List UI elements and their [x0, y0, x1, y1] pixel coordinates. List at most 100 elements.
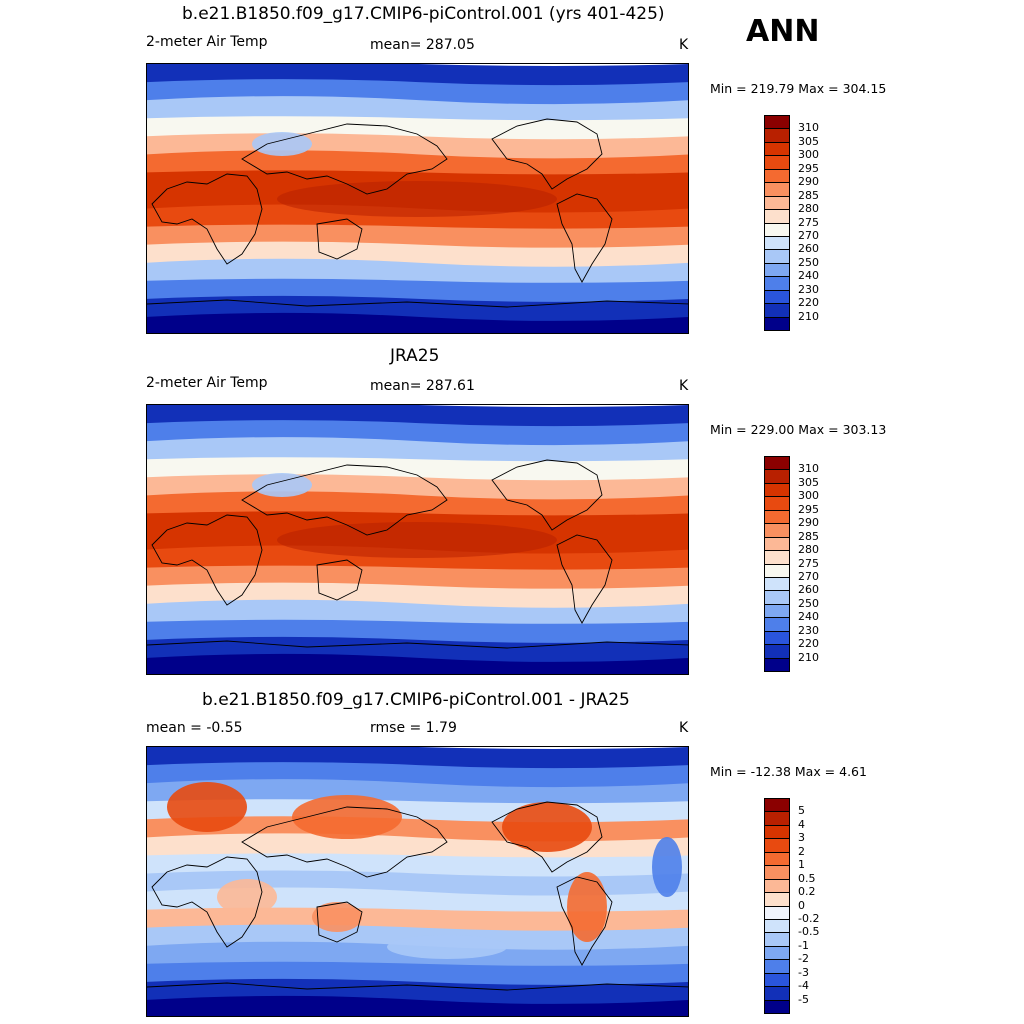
colorbar-swatch — [764, 603, 790, 619]
colorbar-swatch — [764, 932, 790, 947]
colorbar-swatch — [764, 155, 790, 170]
panel-3-map-svg — [147, 747, 688, 1016]
colorbar-swatch — [764, 865, 790, 880]
colorbar-swatch — [764, 509, 790, 525]
colorbar-swatch — [764, 496, 790, 511]
coastline — [147, 640, 688, 649]
anomaly-region — [292, 795, 402, 839]
colorbar-swatch — [764, 630, 790, 646]
colorbar-tick-label: 270 — [798, 569, 819, 583]
panel-1-title: b.e21.B1850.f09_g17.CMIP6-piControl.001 … — [182, 4, 665, 24]
colorbar-tick-label: 275 — [798, 215, 819, 229]
coastline — [151, 514, 263, 606]
panel-2-mean-label: mean= 287.61 — [370, 378, 475, 394]
colorbar-swatch — [764, 590, 790, 605]
colorbar-swatch — [764, 838, 790, 853]
colorbar-tick-label: 300 — [798, 489, 819, 503]
colorbar-swatch — [764, 222, 790, 237]
colorbar-swatch — [764, 851, 790, 867]
panel-3-units-label: K — [679, 720, 689, 736]
coastline — [241, 806, 448, 878]
colorbar-tick-label: -4 — [798, 979, 809, 993]
coastline — [556, 193, 613, 283]
anomaly-region — [217, 879, 277, 915]
colorbar-tick-label: 5 — [798, 804, 805, 818]
colorbar-swatch — [764, 482, 790, 498]
colorbar-swatch — [764, 811, 790, 826]
panel-1-units-label: K — [679, 37, 689, 53]
colorbar-tick-label: 0.2 — [798, 885, 816, 899]
colorbar-swatch — [764, 563, 790, 578]
coastline — [151, 173, 263, 265]
colorbar-tick-label: 250 — [798, 596, 819, 610]
colorbar-swatch — [764, 182, 790, 197]
anomaly-region — [567, 872, 607, 942]
panel-2-map-svg — [147, 405, 688, 674]
colorbar-tick-label: 285 — [798, 188, 819, 202]
colorbar-tick-label: 310 — [798, 462, 819, 476]
panel-3-colorbar: 5 4 3 2 1 0.5 0.2 0 -0.2 -0.5 -1 -2 -3 -4 -5 — [764, 798, 819, 1014]
warm-pool-region — [277, 522, 557, 558]
colorbar-tick-label: 230 — [798, 282, 819, 296]
colorbar-tick-label: 310 — [798, 121, 819, 135]
colorbar-swatch — [764, 262, 790, 278]
panel-2-colorbar: 310 305 300 295 290 285 280 275 270 260 250 240 230 2… — [764, 456, 819, 672]
warm-pool-region — [277, 181, 557, 217]
colorbar-swatch — [764, 141, 790, 157]
panel-1-variable-label: 2-meter Air Temp — [146, 34, 268, 50]
anomaly-region — [387, 935, 507, 959]
colorbar-swatch — [764, 617, 790, 632]
colorbar-tick-label: 260 — [798, 583, 819, 597]
colorbar-swatch — [764, 905, 790, 920]
field-band — [147, 312, 688, 333]
coastline — [556, 534, 613, 624]
colorbar-swatch — [764, 824, 790, 840]
colorbar-tick-label: 4 — [798, 817, 805, 831]
panel-1-mean-label: mean= 287.05 — [370, 37, 475, 53]
colorbar-swatch — [764, 209, 790, 224]
colorbar-tick-label: 210 — [798, 309, 819, 323]
plateau-region — [252, 473, 312, 497]
coastline — [151, 856, 263, 948]
coastline — [556, 876, 613, 966]
colorbar-swatch — [764, 657, 790, 672]
colorbar-tick-label: 260 — [798, 242, 819, 256]
plateau-region — [252, 132, 312, 156]
colorbar-tick-label: 305 — [798, 134, 819, 148]
colorbar-tick-label: 3 — [798, 831, 805, 845]
colorbar-tick-label: 0.5 — [798, 871, 816, 885]
coastline — [316, 901, 363, 943]
panel-1-minmax: Min = 219.79 Max = 304.15 — [710, 81, 887, 96]
anomaly-region — [502, 802, 592, 852]
coastline — [491, 801, 603, 873]
colorbar-swatch — [764, 878, 790, 894]
colorbar-swatch — [764, 644, 790, 659]
panel-3-minmax: Min = -12.38 Max = 4.61 — [710, 764, 867, 779]
colorbar-tick-label: 280 — [798, 543, 819, 557]
coastline — [316, 218, 363, 260]
colorbar-swatch — [764, 945, 790, 961]
colorbar-swatch — [764, 303, 790, 318]
colorbar-tick-label: -3 — [798, 965, 809, 979]
panel-3-map — [146, 746, 689, 1017]
colorbar-tick-label: 240 — [798, 269, 819, 283]
colorbar-tick-label: 0 — [798, 898, 805, 912]
panel-1-map — [146, 63, 689, 334]
colorbar-swatch — [764, 115, 790, 130]
colorbar-tick-label: -0.2 — [798, 911, 820, 925]
colorbar-tick-label: 210 — [798, 650, 819, 664]
colorbar-swatch — [764, 550, 790, 565]
colorbar-tick-label: 220 — [798, 637, 819, 651]
colorbar-swatch — [764, 959, 790, 974]
field-band — [147, 995, 688, 1016]
colorbar-tick-label: -5 — [798, 992, 809, 1006]
panel-3-title: b.e21.B1850.f09_g17.CMIP6-piControl.001 … — [202, 690, 630, 710]
coastline — [241, 464, 448, 536]
anomaly-region — [167, 782, 247, 832]
panel-2-minmax: Min = 229.00 Max = 303.13 — [710, 422, 887, 437]
panel-1-colorbar: 310 305 300 295 290 285 280 275 270 260 250 240 230 2… — [764, 115, 819, 331]
colorbar-tick-label: 1 — [798, 858, 805, 872]
colorbar-swatch — [764, 892, 790, 907]
colorbar-swatch — [764, 469, 790, 484]
colorbar-tick-label: 290 — [798, 516, 819, 530]
